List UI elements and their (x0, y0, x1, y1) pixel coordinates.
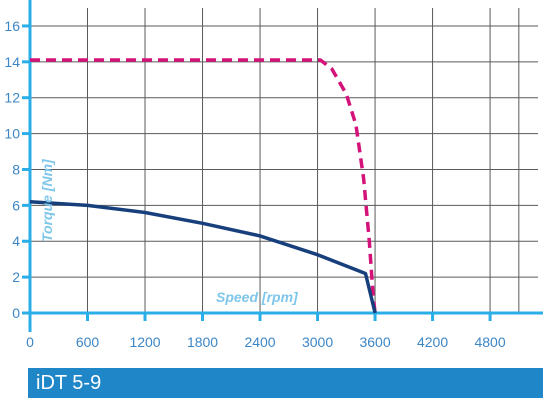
y-tick-label: 0 (12, 305, 20, 321)
x-tick-label: 4200 (417, 334, 448, 350)
y-tick-label: 16 (4, 18, 20, 34)
x-tick-label: 1800 (187, 334, 218, 350)
y-tick-label: 8 (12, 161, 20, 177)
y-tick-label: 2 (12, 269, 20, 285)
torque-speed-chart: 0 2 4 6 8 10 12 14 16 0 600 1200 1800 2400 3000 3600 420… (4, 0, 543, 350)
x-tick-label: 4800 (474, 334, 505, 350)
x-axis-title: Speed [rpm] (216, 289, 299, 305)
y-tick-label: 4 (12, 233, 20, 249)
model-label: iDT 5-9 (36, 372, 102, 394)
x-tick-label: 2400 (244, 334, 275, 350)
model-label-bar: iDT 5-9 (28, 368, 543, 398)
tick-labels: 0 2 4 6 8 10 12 14 16 0 600 1200 1800 2400 3000 3600 420… (4, 18, 505, 350)
continuous-torque-curve (29, 200, 377, 314)
x-tick-label: 0 (26, 334, 34, 350)
x-tick-label: 600 (76, 334, 100, 350)
peak-torque-curve (30, 58, 377, 314)
x-tick-label: 3600 (359, 334, 390, 350)
x-tick-label: 1200 (129, 334, 160, 350)
x-tick-label: 3000 (302, 334, 333, 350)
axes (22, 0, 543, 332)
grid-lines (30, 8, 538, 313)
y-tick-label: 12 (4, 90, 20, 106)
y-tick-label: 14 (4, 54, 20, 70)
series-lines (29, 58, 377, 314)
y-tick-label: 10 (4, 126, 20, 142)
y-axis-title: Torque [Nm] (39, 158, 55, 242)
y-tick-label: 6 (12, 197, 20, 213)
